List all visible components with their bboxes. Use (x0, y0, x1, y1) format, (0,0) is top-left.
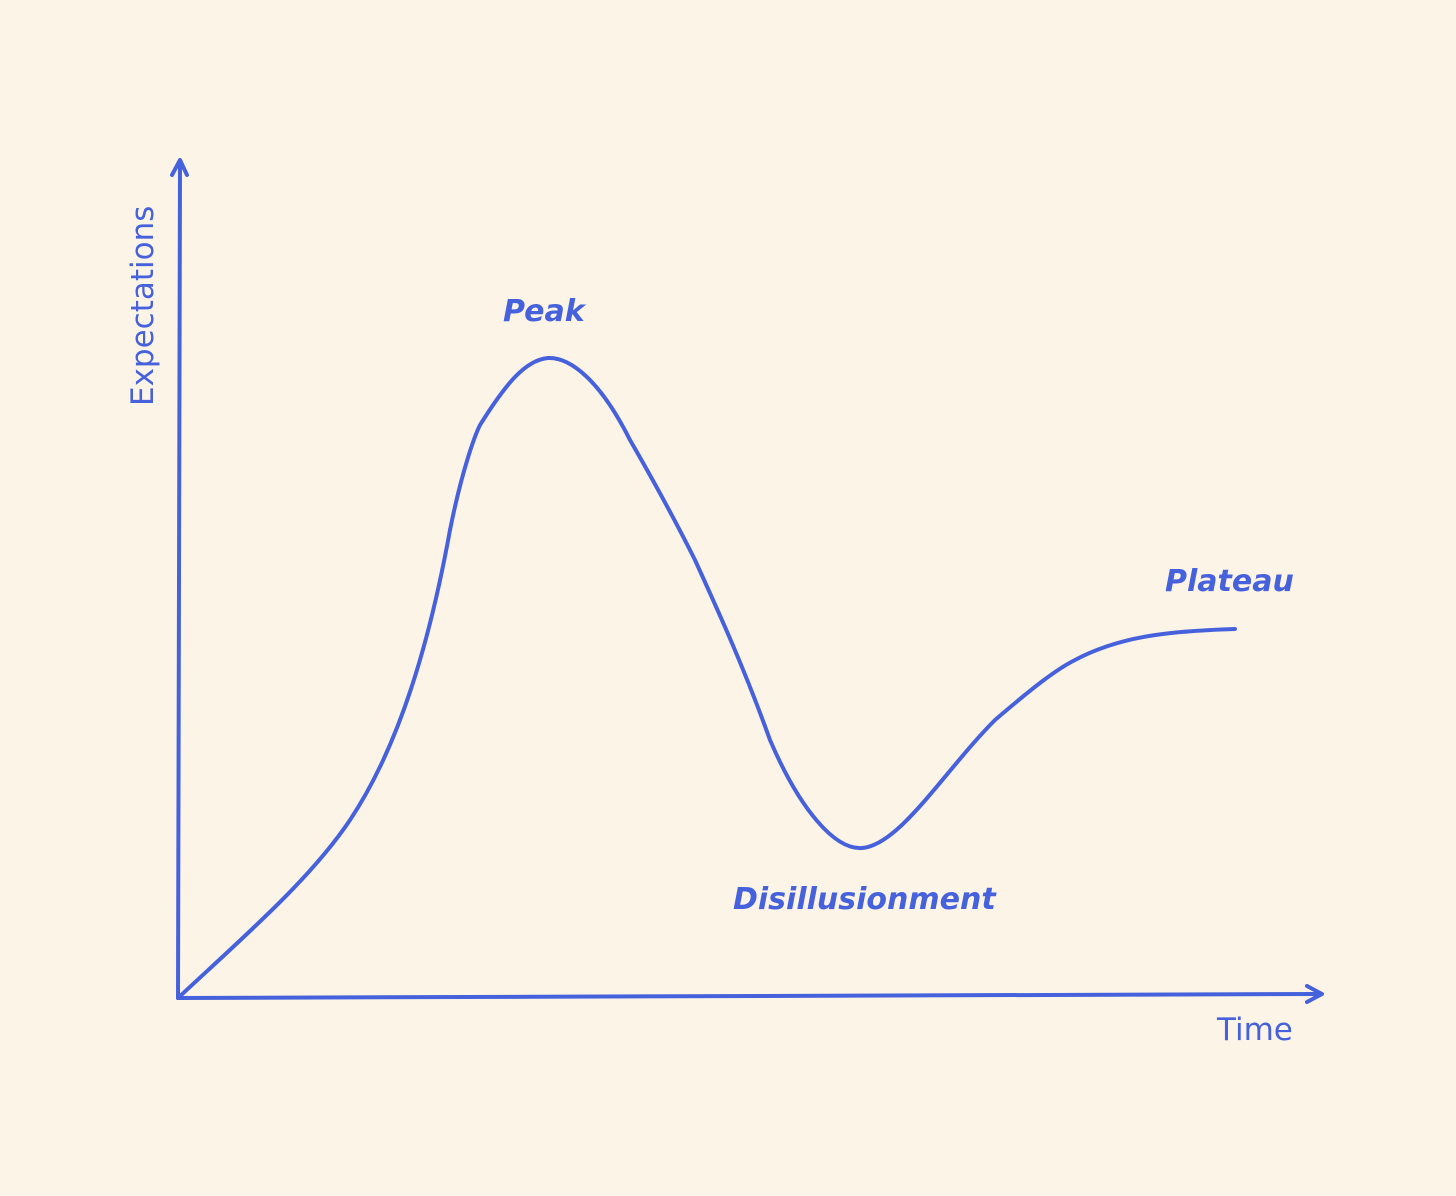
x-axis-arrowhead (1305, 984, 1324, 1004)
peak-label: Peak (503, 294, 587, 329)
x-axis-label: Time (1216, 1012, 1293, 1048)
y-axis-label: Expectations (125, 206, 161, 406)
hype-curve (176, 355, 1237, 1000)
y-axis-arrowhead (170, 158, 189, 177)
x-axis (176, 992, 1322, 1000)
disillusionment-label: Disillusionment (733, 882, 997, 917)
y-axis (176, 160, 182, 1000)
plateau-label: Plateau (1165, 564, 1294, 599)
